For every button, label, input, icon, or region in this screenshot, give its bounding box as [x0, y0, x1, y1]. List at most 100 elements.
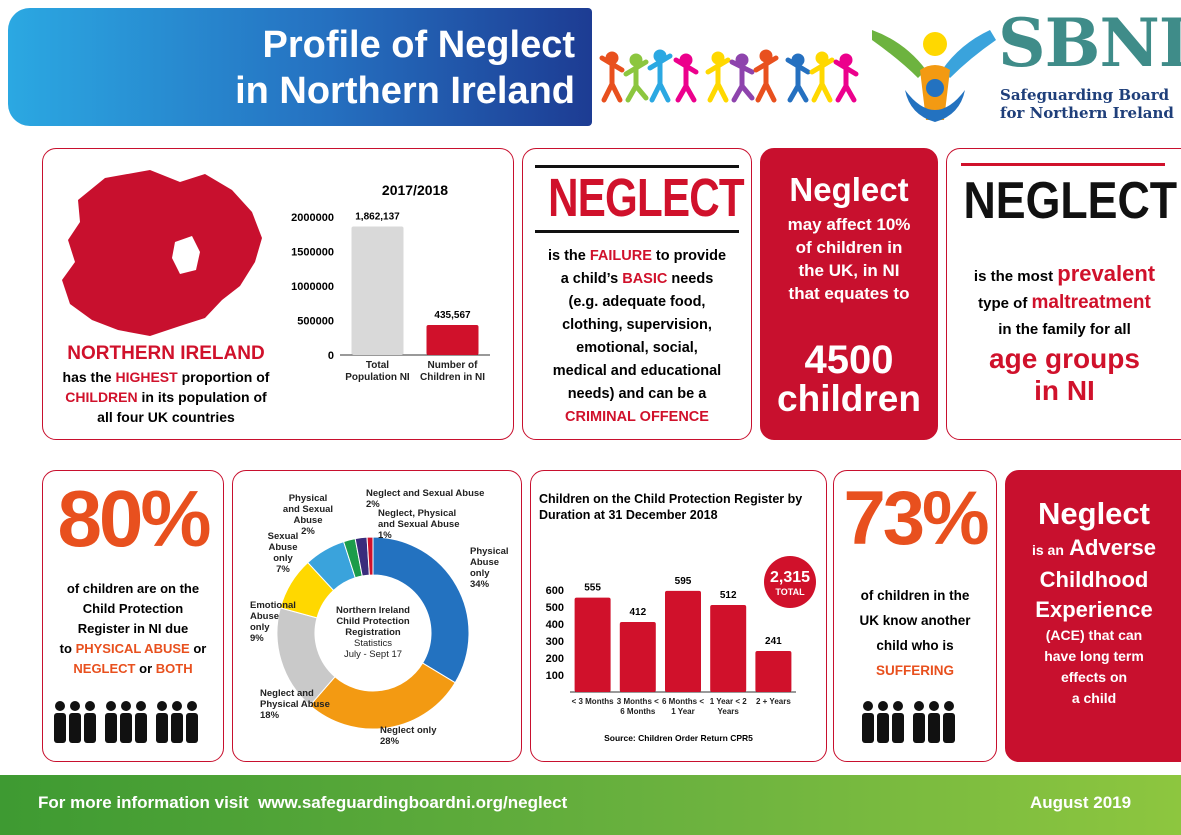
- slice-category: Emotional Abuse only: [250, 600, 296, 633]
- eighty-text: of children are on the Child Protection …: [43, 579, 223, 679]
- text: to: [59, 641, 76, 656]
- panel-duration-chart: Children on the Child Protection Registe…: [530, 470, 827, 762]
- text-line: that equates to: [788, 284, 910, 303]
- text: is an: [1031, 542, 1064, 558]
- text-line: UK know another: [859, 613, 971, 628]
- slice-category: Physical Abuse only: [470, 546, 509, 579]
- text-line: effects on: [1060, 669, 1128, 685]
- prevalent-text: is the most prevalent type of maltreatme…: [947, 261, 1181, 407]
- slice-label: Neglect, Physical and Sexual Abuse 1%: [378, 508, 468, 541]
- text-line: of children in: [795, 238, 903, 257]
- text: is the: [547, 248, 590, 264]
- ni-text: has the HIGHEST proportion of CHILDREN i…: [43, 367, 289, 427]
- text-line: child who is: [876, 638, 954, 653]
- x-tick-label: 1 Year < 2 Years: [709, 697, 747, 716]
- highlight: FAILURE: [589, 248, 652, 264]
- slice-label: Emotional Abuse only 9%: [250, 600, 296, 644]
- text: a child’s: [560, 271, 623, 287]
- text-line: Neglect: [1038, 496, 1150, 531]
- slice-category: Physical and Sexual Abuse: [282, 493, 334, 526]
- slice-label: Neglect and Physical Abuse 18%: [260, 688, 330, 721]
- text: has the: [62, 369, 116, 385]
- panel-northern-ireland: NORTHERN IRELAND has the HIGHEST proport…: [42, 148, 514, 440]
- neglect-text: is the FAILURE to provide a child’s BASI…: [523, 245, 751, 429]
- ten-text: may affect 10% of children in the UK, in…: [761, 213, 937, 305]
- logo-subtitle-line: for Northern Ireland: [1000, 104, 1174, 122]
- text-line: to PHYSICAL ABUSE or: [43, 639, 223, 659]
- text: or: [189, 641, 207, 656]
- title: Profile of Neglect in Northern Ireland: [60, 22, 575, 114]
- title-line: in Northern Ireland: [235, 70, 575, 112]
- text-line: may affect 10%: [787, 215, 911, 234]
- slice-category: Neglect only: [380, 725, 437, 736]
- text-line: have long term: [1044, 648, 1144, 664]
- text-line: a child: [1071, 690, 1117, 706]
- text-line: a child’s BASIC needs: [523, 268, 751, 291]
- text: proportion of: [177, 369, 270, 385]
- highlight: BASIC: [622, 271, 668, 287]
- ace-text: Neglect is an Adverse Childhood Experien…: [1006, 495, 1181, 709]
- dancing-children: [599, 49, 859, 103]
- text-line: Child Protection: [82, 601, 184, 616]
- text-line: Childhood: [1039, 567, 1149, 592]
- slice-value: 34%: [470, 579, 490, 590]
- text-line: clothing, supervision,: [562, 317, 712, 333]
- logo-name: SBNI: [998, 4, 1181, 82]
- panel-ten-percent: Neglect may affect 10% of children in th…: [760, 148, 938, 440]
- panel-ace: Neglect is an Adverse Childhood Experien…: [1005, 470, 1181, 762]
- title-line: Profile of Neglect: [262, 24, 576, 66]
- donut-center: Northern Ireland Child Protection Regist…: [323, 605, 423, 660]
- text-line: is an Adverse: [1006, 533, 1181, 565]
- center-text: July - Sept 17: [343, 649, 403, 660]
- slice-value: 1%: [378, 530, 392, 541]
- slice-label: Physical and Sexual Abuse 2%: [280, 493, 336, 537]
- slice-category: Neglect and Sexual Abuse: [366, 488, 485, 499]
- ten-unit: children: [777, 378, 921, 419]
- slice-value: 2%: [366, 499, 380, 510]
- slice-category: Sexual Abuse only: [267, 531, 299, 564]
- duration-title: Children on the Child Protection Registe…: [539, 492, 803, 522]
- highlight: prevalent: [1057, 261, 1156, 286]
- slice-category: Neglect, Physical and Sexual Abuse: [378, 508, 460, 530]
- logo-subtitle: Safeguarding Board for Northern Ireland: [1000, 86, 1174, 122]
- slice-value: 7%: [276, 564, 290, 575]
- text: to provide: [651, 248, 727, 264]
- text-line: in the family for all: [998, 321, 1131, 338]
- ten-heading: Neglect: [789, 171, 909, 208]
- seventy-three-text: of children in the UK know another child…: [834, 583, 996, 683]
- x-tick-label: 3 Months < 6 Months: [616, 697, 659, 716]
- x-tick-label: 2 + Years: [756, 697, 791, 706]
- text-line: CHILDREN in its population of: [43, 387, 289, 407]
- eighty-figure: 80%: [57, 474, 211, 563]
- highlight: NEGLECT: [73, 661, 136, 676]
- duration-source: Source: Children Order Return CPR5: [604, 733, 753, 743]
- slice-value: 9%: [250, 633, 264, 644]
- seventy-three-figure: 73%: [843, 476, 989, 561]
- slice-category: Neglect and Physical Abuse: [260, 688, 330, 710]
- text-line: medical and educational: [552, 363, 722, 379]
- text-line: CRIMINAL OFFENCE: [565, 409, 709, 425]
- rule: [535, 230, 739, 233]
- panel-neglect-definition: NEGLECT is the FAILURE to provide a chil…: [522, 148, 752, 440]
- highlight: CHILDREN: [65, 389, 138, 405]
- neglect-heading: NEGLECT: [548, 168, 745, 228]
- panel-seventy-three: 73% of children in the UK know another c…: [833, 470, 997, 762]
- text-line: emotional, social,: [576, 340, 698, 356]
- text-line: all four UK countries: [97, 409, 235, 425]
- slice-value: 18%: [260, 710, 280, 721]
- logo-subtitle-line: Safeguarding Board: [1000, 86, 1170, 104]
- text-line: age groups: [989, 343, 1140, 374]
- slice-label: Neglect only 28%: [380, 725, 450, 747]
- header-banner: [8, 8, 592, 126]
- panel-prevalent: NEGLECT is the most prevalent type of ma…: [946, 148, 1181, 440]
- slice-label: Neglect and Sexual Abuse 2%: [366, 488, 486, 510]
- text: needs: [667, 271, 714, 287]
- slice-label: Sexual Abuse only 7%: [262, 531, 304, 575]
- text: Adverse: [1069, 535, 1157, 560]
- text-line: in NI: [1034, 375, 1095, 406]
- center-text: Northern Ireland Child Protection Regist…: [336, 605, 410, 638]
- prevalent-heading: NEGLECT: [963, 172, 1178, 230]
- text: or: [135, 661, 156, 676]
- x-tick-label: 6 Months < 1 Year: [661, 697, 704, 716]
